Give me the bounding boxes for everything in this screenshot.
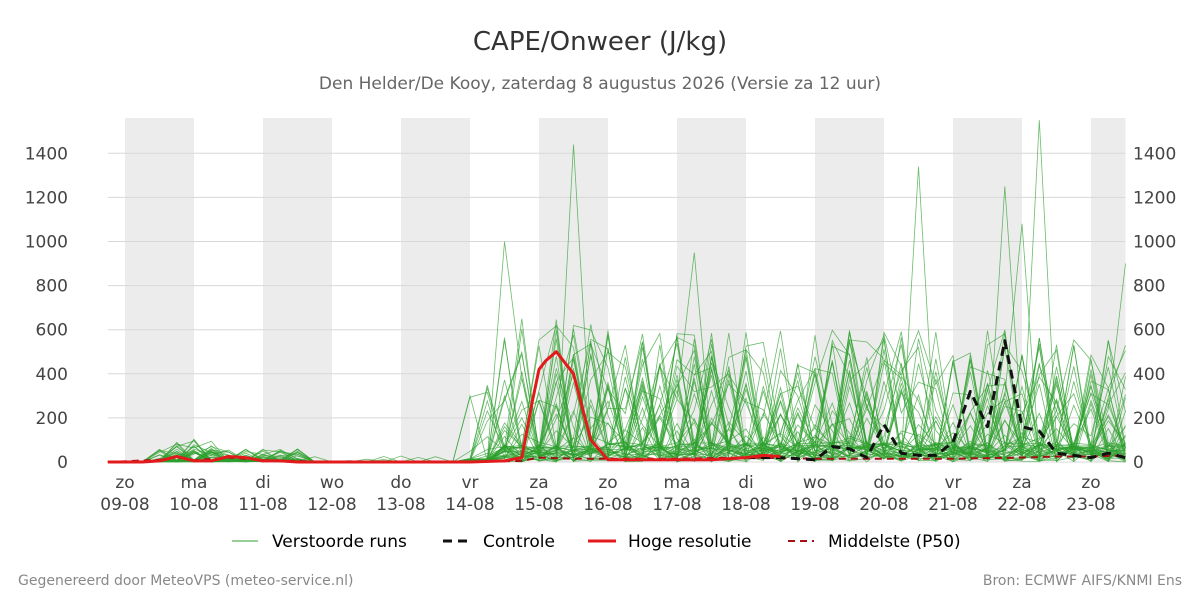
y-tick-right-800: 800 — [1133, 277, 1165, 297]
legend-label-median: Middelste (P50) — [828, 532, 961, 552]
y-tick-left-600: 600 — [36, 321, 68, 341]
chart-title: CAPE/Onweer (J/kg) — [473, 27, 727, 57]
y-tick-right-200: 200 — [1133, 409, 1165, 429]
y-tick-left-800: 800 — [36, 277, 68, 297]
y-tick-right-1000: 1000 — [1133, 232, 1176, 252]
x-tick-date-3: 12-08 — [307, 495, 356, 515]
x-tick-date-8: 17-08 — [652, 495, 701, 515]
x-tick-day-11: do — [873, 473, 894, 493]
x-tick-date-0: 09-08 — [100, 495, 149, 515]
y-tick-left-200: 200 — [36, 409, 68, 429]
x-tick-day-10: wo — [803, 473, 827, 493]
shade-band-1 — [263, 118, 332, 462]
ensemble-member-3 — [125, 186, 1126, 463]
series-median — [107, 454, 1126, 463]
x-tick-day-1: ma — [181, 473, 208, 493]
x-tick-day-4: do — [390, 473, 411, 493]
x-tick-date-5: 14-08 — [445, 495, 494, 515]
legend-label-ensemble: Verstoorde runs — [272, 532, 407, 552]
x-tick-date-6: 15-08 — [514, 495, 563, 515]
x-tick-date-11: 20-08 — [859, 495, 908, 515]
y-tick-left-1000: 1000 — [25, 232, 68, 252]
main-lines — [107, 339, 1126, 464]
x-tick-day-5: vr — [461, 473, 478, 493]
x-tick-day-9: di — [738, 473, 754, 493]
shade-band-2 — [401, 118, 470, 462]
x-tick-day-3: wo — [320, 473, 344, 493]
x-axis: zo09-08ma10-08di11-08wo12-08do13-08vr14-… — [100, 473, 1115, 515]
y-tick-right-0: 0 — [1133, 453, 1144, 473]
x-tick-day-2: di — [255, 473, 271, 493]
x-tick-date-13: 22-08 — [997, 495, 1046, 515]
y-tick-left-400: 400 — [36, 365, 68, 385]
x-tick-day-13: za — [1012, 473, 1031, 493]
series-highres — [107, 350, 781, 464]
x-tick-day-6: za — [529, 473, 548, 493]
night-shading — [125, 118, 1126, 462]
x-tick-date-7: 16-08 — [583, 495, 632, 515]
x-tick-day-14: zo — [1081, 473, 1100, 493]
legend: Verstoorde runs Controle Hoge resolutie Mid… — [232, 532, 961, 552]
y-tick-right-600: 600 — [1133, 321, 1165, 341]
x-tick-date-10: 19-08 — [790, 495, 839, 515]
x-tick-date-9: 18-08 — [721, 495, 770, 515]
x-tick-date-4: 13-08 — [376, 495, 425, 515]
footer-left: Gegenereerd door MeteoVPS (meteo-service… — [18, 573, 353, 589]
x-tick-date-14: 23-08 — [1066, 495, 1115, 515]
shade-band-0 — [125, 118, 194, 462]
y-tick-left-0: 0 — [57, 453, 68, 473]
series-control — [746, 339, 1126, 462]
legend-label-highres: Hoge resolutie — [628, 532, 752, 552]
chart-subtitle: Den Helder/De Kooy, zaterdag 8 augustus … — [319, 74, 881, 94]
x-tick-day-12: vr — [944, 473, 961, 493]
y-tick-left-1200: 1200 — [25, 188, 68, 208]
x-tick-date-12: 21-08 — [928, 495, 977, 515]
legend-label-control: Controle — [483, 532, 555, 552]
y-tick-right-1400: 1400 — [1133, 144, 1176, 164]
x-tick-date-1: 10-08 — [169, 495, 218, 515]
y-tick-right-1200: 1200 — [1133, 188, 1176, 208]
ensemble-member-48 — [125, 356, 1126, 463]
footer-right: Bron: ECMWF AIFS/KNMI Ens — [983, 573, 1182, 589]
x-tick-day-7: zo — [598, 473, 617, 493]
shade-band-5 — [815, 118, 884, 462]
y-tick-left-1400: 1400 — [25, 144, 68, 164]
y-axis-right: 0 200 400 600 800 1000 1200 1400 — [1133, 144, 1176, 473]
x-tick-date-2: 11-08 — [238, 495, 287, 515]
y-tick-right-400: 400 — [1133, 365, 1165, 385]
x-tick-day-0: zo — [115, 473, 134, 493]
y-axis-left: 0 200 400 600 800 1000 1200 1400 — [25, 144, 68, 473]
x-tick-day-8: ma — [664, 473, 691, 493]
